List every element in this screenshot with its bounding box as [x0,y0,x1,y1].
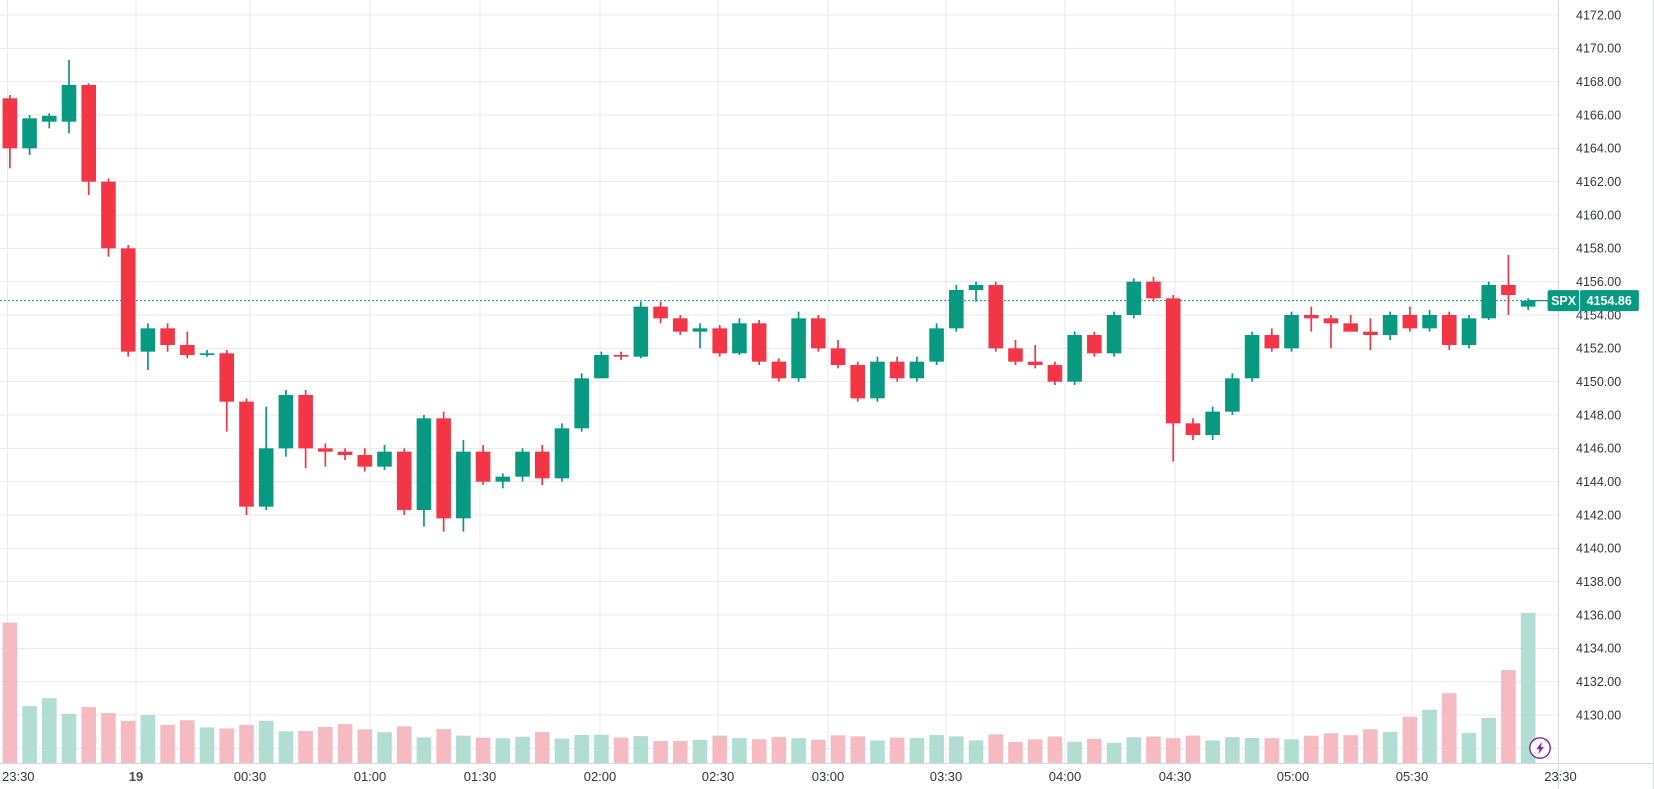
svg-text:4146.00: 4146.00 [1576,442,1621,456]
svg-text:03:30: 03:30 [930,769,963,784]
svg-text:05:30: 05:30 [1396,769,1429,784]
svg-text:23:30: 23:30 [1544,769,1577,784]
svg-text:4130.00: 4130.00 [1576,708,1621,722]
svg-text:4154.86: 4154.86 [1587,294,1632,308]
svg-text:03:00: 03:00 [812,769,845,784]
svg-text:4134.00: 4134.00 [1576,642,1621,656]
svg-text:4138.00: 4138.00 [1576,575,1621,589]
svg-text:4156.00: 4156.00 [1576,275,1621,289]
svg-text:SPX: SPX [1551,294,1577,308]
svg-text:4142.00: 4142.00 [1576,508,1621,522]
svg-text:04:30: 04:30 [1159,769,1192,784]
svg-text:4170.00: 4170.00 [1576,42,1621,56]
svg-text:4166.00: 4166.00 [1576,108,1621,122]
svg-text:00:30: 00:30 [234,769,267,784]
svg-text:4172.00: 4172.00 [1576,8,1621,22]
svg-text:4140.00: 4140.00 [1576,542,1621,556]
svg-text:23:30: 23:30 [2,769,35,784]
svg-text:4136.00: 4136.00 [1576,608,1621,622]
svg-text:04:00: 04:00 [1049,769,1082,784]
svg-text:4162.00: 4162.00 [1576,175,1621,189]
svg-text:4160.00: 4160.00 [1576,208,1621,222]
svg-text:4150.00: 4150.00 [1576,375,1621,389]
svg-text:4152.00: 4152.00 [1576,342,1621,356]
svg-text:05:00: 05:00 [1277,769,1310,784]
svg-text:4144.00: 4144.00 [1576,475,1621,489]
svg-text:4168.00: 4168.00 [1576,75,1621,89]
svg-text:4132.00: 4132.00 [1576,675,1621,689]
svg-text:02:30: 02:30 [702,769,735,784]
svg-text:19: 19 [129,769,143,784]
svg-text:4148.00: 4148.00 [1576,408,1621,422]
svg-text:4158.00: 4158.00 [1576,242,1621,256]
svg-text:02:00: 02:00 [584,769,617,784]
svg-text:01:30: 01:30 [464,769,497,784]
svg-text:4164.00: 4164.00 [1576,142,1621,156]
svg-text:01:00: 01:00 [354,769,387,784]
